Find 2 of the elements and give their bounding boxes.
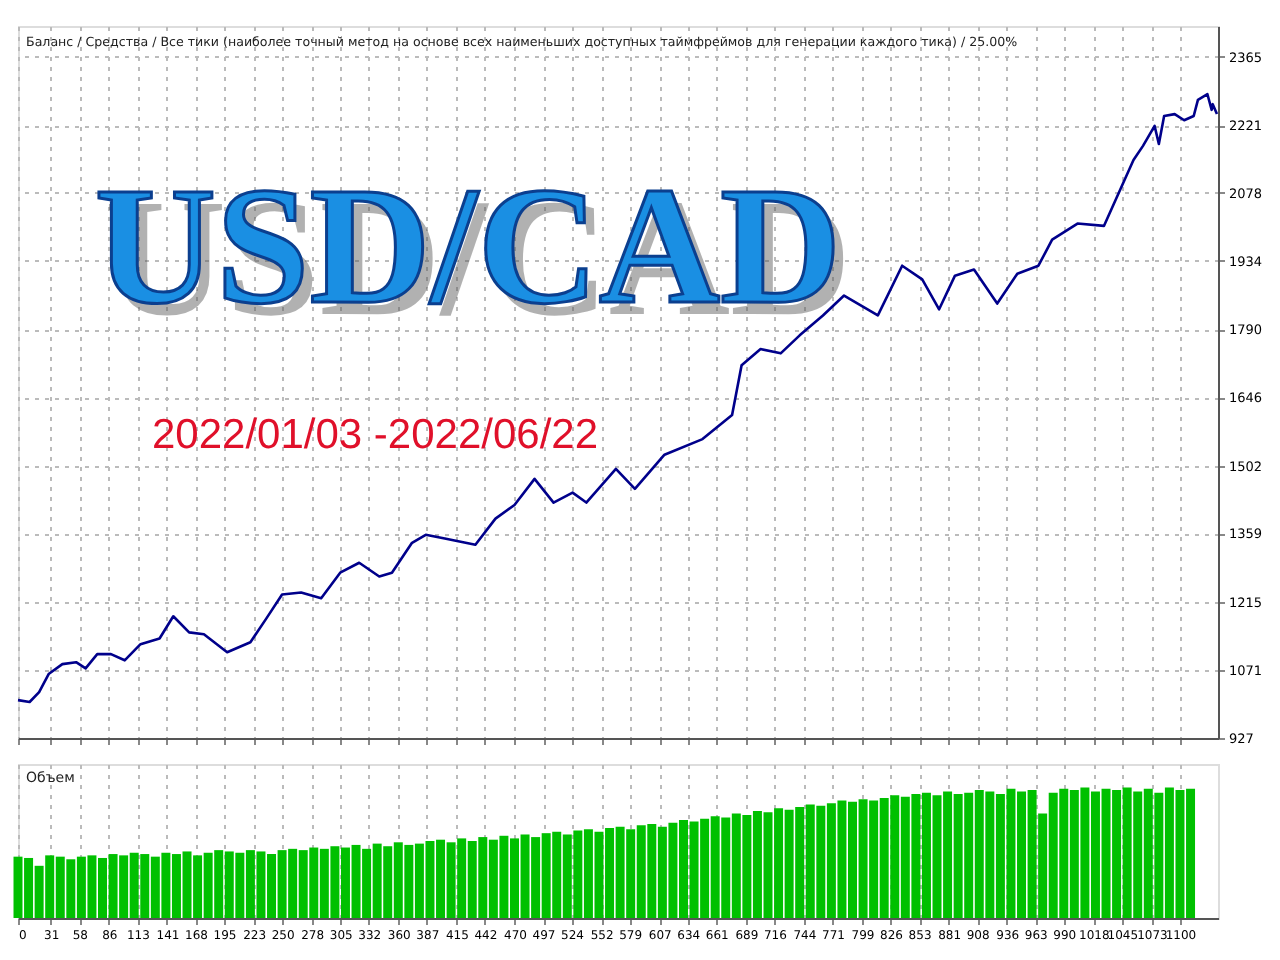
line-series — [16, 92, 1219, 704]
text: 2022/01/03 -2022/06/22 — [152, 412, 599, 458]
